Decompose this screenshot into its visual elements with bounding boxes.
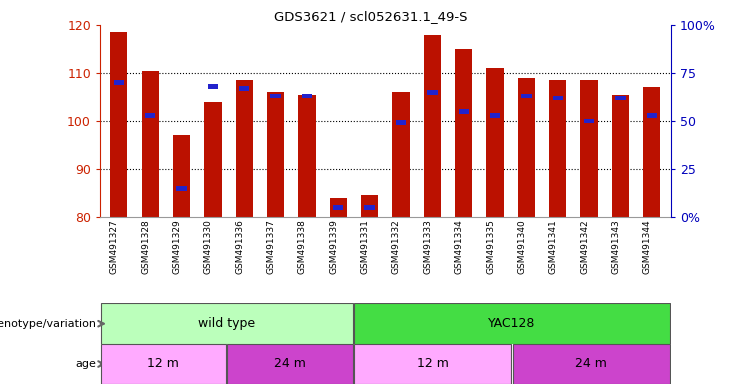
Bar bbox=[459, 109, 469, 114]
Bar bbox=[643, 87, 660, 217]
Bar bbox=[239, 86, 250, 91]
Bar bbox=[176, 186, 187, 190]
Text: GDS3621 / scl052631.1_49-S: GDS3621 / scl052631.1_49-S bbox=[273, 10, 468, 23]
Text: genotype/variation: genotype/variation bbox=[0, 319, 96, 329]
Bar bbox=[205, 102, 222, 217]
Bar bbox=[393, 92, 410, 217]
Bar bbox=[647, 113, 657, 118]
Bar bbox=[396, 121, 406, 125]
Bar bbox=[302, 94, 312, 98]
Bar bbox=[549, 80, 566, 217]
Text: GSM491344: GSM491344 bbox=[642, 219, 652, 274]
Bar bbox=[612, 94, 629, 217]
Bar bbox=[354, 344, 511, 384]
Bar bbox=[236, 80, 253, 217]
Bar bbox=[113, 80, 124, 85]
Text: GSM491331: GSM491331 bbox=[361, 219, 370, 274]
Bar bbox=[330, 198, 347, 217]
Bar bbox=[361, 195, 378, 217]
Bar bbox=[518, 78, 535, 217]
Text: GSM491343: GSM491343 bbox=[611, 219, 620, 274]
Bar bbox=[521, 94, 531, 98]
Bar bbox=[490, 113, 500, 118]
Bar bbox=[513, 344, 670, 384]
Text: GSM491330: GSM491330 bbox=[204, 219, 213, 274]
Bar bbox=[365, 205, 375, 210]
Bar bbox=[299, 94, 316, 217]
Bar bbox=[227, 344, 353, 384]
Text: GSM491329: GSM491329 bbox=[173, 219, 182, 274]
Bar bbox=[142, 71, 159, 217]
Text: GSM491337: GSM491337 bbox=[267, 219, 276, 274]
Bar bbox=[110, 32, 127, 217]
Text: 24 m: 24 m bbox=[274, 358, 306, 370]
Text: GSM491335: GSM491335 bbox=[486, 219, 495, 274]
Bar bbox=[455, 49, 472, 217]
Text: 24 m: 24 m bbox=[576, 358, 608, 370]
Bar bbox=[267, 92, 285, 217]
Text: GSM491341: GSM491341 bbox=[549, 219, 558, 274]
Text: GSM491334: GSM491334 bbox=[455, 219, 464, 274]
Text: 12 m: 12 m bbox=[417, 358, 449, 370]
Text: GSM491333: GSM491333 bbox=[423, 219, 432, 274]
Bar bbox=[553, 96, 563, 100]
Bar bbox=[486, 68, 504, 217]
Text: GSM491339: GSM491339 bbox=[329, 219, 339, 274]
Bar bbox=[354, 303, 670, 344]
Text: GSM491332: GSM491332 bbox=[392, 219, 401, 274]
Bar bbox=[207, 84, 218, 89]
Bar bbox=[427, 90, 437, 94]
Text: 12 m: 12 m bbox=[147, 358, 179, 370]
Bar bbox=[145, 113, 156, 118]
Text: wild type: wild type bbox=[199, 317, 256, 330]
Text: GSM491327: GSM491327 bbox=[110, 219, 119, 274]
Text: GSM491340: GSM491340 bbox=[517, 219, 526, 274]
Bar bbox=[424, 35, 441, 217]
Bar bbox=[101, 344, 226, 384]
Bar bbox=[173, 135, 190, 217]
Text: GSM491342: GSM491342 bbox=[580, 219, 589, 274]
Bar bbox=[615, 96, 625, 100]
Text: GSM491336: GSM491336 bbox=[235, 219, 245, 274]
Bar bbox=[584, 119, 594, 123]
Bar bbox=[580, 80, 598, 217]
Text: age: age bbox=[76, 359, 96, 369]
Bar bbox=[101, 303, 353, 344]
Text: YAC128: YAC128 bbox=[488, 317, 536, 330]
Text: GSM491328: GSM491328 bbox=[142, 219, 150, 274]
Bar bbox=[270, 94, 281, 98]
Bar bbox=[333, 205, 344, 210]
Text: GSM491338: GSM491338 bbox=[298, 219, 307, 274]
